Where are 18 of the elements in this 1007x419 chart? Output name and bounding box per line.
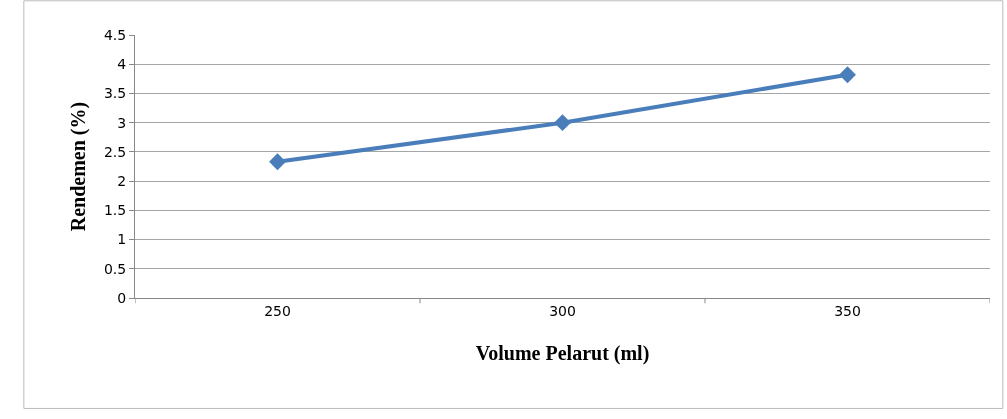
x-tick-label: 250 xyxy=(264,302,291,319)
y-tick-label: 2.5 xyxy=(103,143,127,160)
y-tick-label: 3.5 xyxy=(103,85,127,102)
y-tick-label: 1.5 xyxy=(103,202,127,219)
y-tick-label: 2 xyxy=(117,173,127,190)
x-tick-label: 300 xyxy=(549,302,576,319)
y-tick-label: 0.5 xyxy=(103,260,127,277)
point xyxy=(269,153,286,171)
point xyxy=(839,66,856,84)
x-axis-title: Volume Pelarut (ml) xyxy=(475,342,650,366)
y-tick-label: 3 xyxy=(117,114,127,131)
point xyxy=(554,114,571,132)
y-tick-label: 0 xyxy=(117,289,127,306)
y-axis-title: Rendemen (%) xyxy=(67,101,91,232)
x-tick-label: 350 xyxy=(834,302,861,319)
y-tick-label: 4 xyxy=(117,56,127,73)
y-tick-label: 1 xyxy=(117,231,127,248)
y-tick-label: 4.5 xyxy=(103,26,127,43)
